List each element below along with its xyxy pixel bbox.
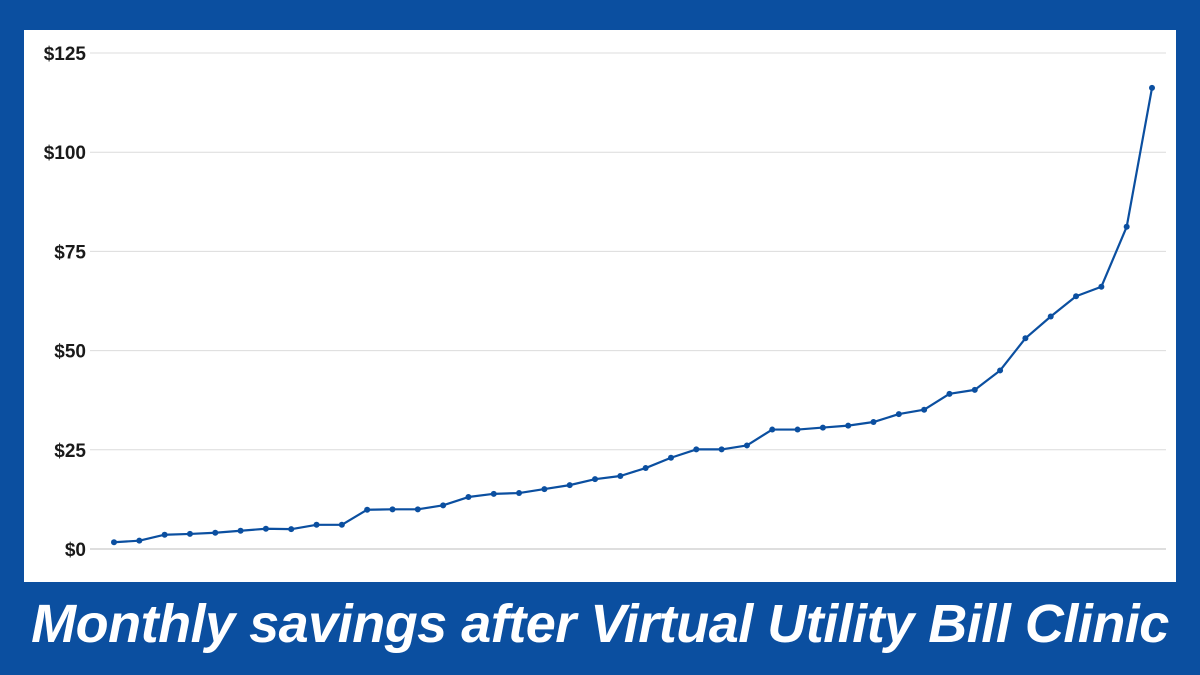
data-point [389,506,396,513]
data-point [794,426,801,433]
data-point [490,490,497,497]
data-point [541,486,548,493]
data-point [743,442,750,449]
data-point [642,465,649,472]
data-point [161,531,168,538]
data-point [693,446,700,453]
data-point [516,490,523,497]
data-point [1073,293,1080,300]
chart-panel: $0 $25 $50 $75 $100 $125 [24,30,1176,582]
data-point [617,472,624,479]
data-point [288,526,295,533]
data-point [667,454,674,461]
data-point [237,527,244,534]
data-point [769,426,776,433]
data-point [465,494,472,501]
data-point [819,424,826,431]
data-point [592,476,599,483]
y-axis-tick-labels: $0 $25 $50 $75 $100 $125 [44,44,87,561]
data-point [1098,283,1105,290]
data-point [338,521,345,528]
data-point [1149,84,1155,91]
y-tick-label: $50 [54,342,86,363]
data-point [1047,313,1054,320]
data-point [971,386,978,393]
y-tick-label: $0 [65,540,86,561]
data-point [566,482,573,489]
gridlines [90,52,1166,550]
data-point [186,530,193,537]
data-point [845,422,852,429]
y-tick-label: $75 [54,242,86,263]
data-point [870,419,877,426]
y-tick-label: $100 [44,143,86,164]
data-point [136,537,143,544]
y-tick-label: $125 [44,44,87,65]
series-line [113,87,1154,544]
y-tick-label: $25 [54,441,86,462]
chart-title: Monthly savings after Virtual Utility Bi… [31,594,1169,654]
data-point [364,506,371,513]
data-point [1022,335,1029,342]
data-point [1123,223,1130,230]
savings-line-chart: $0 $25 $50 $75 $100 $125 [44,44,1166,561]
series-savings [111,84,1155,546]
data-point [111,539,117,546]
data-point [946,390,953,397]
data-point [921,406,928,413]
data-point [262,525,269,532]
data-point [212,529,219,536]
data-point [414,506,421,513]
data-point [313,521,320,528]
data-point [718,446,725,453]
data-point [440,502,447,509]
data-point [895,411,902,418]
data-point [997,367,1004,374]
